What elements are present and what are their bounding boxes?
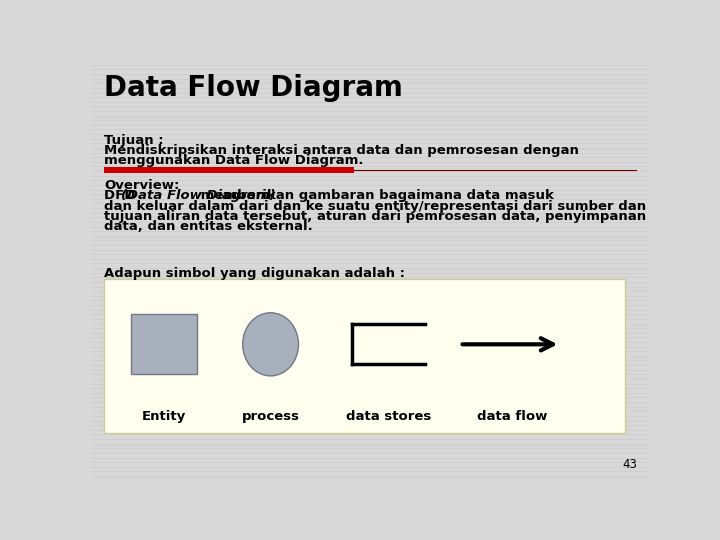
Bar	[104, 167, 354, 173]
Text: Data Flow Diagram: Data Flow Diagram	[104, 74, 402, 102]
Text: tujuan aliran data tersebut, aturan dari pemrosesan data, penyimpanan: tujuan aliran data tersebut, aturan dari…	[104, 210, 646, 223]
Text: Entity: Entity	[142, 410, 186, 423]
Text: data flow: data flow	[477, 410, 548, 423]
Text: (Data Flow Diagram): (Data Flow Diagram)	[121, 189, 276, 202]
Text: DFD: DFD	[104, 189, 140, 202]
Text: Adapun simbol yang digunakan adalah :: Adapun simbol yang digunakan adalah :	[104, 267, 405, 280]
Text: memberikan gambaran bagaimana data masuk: memberikan gambaran bagaimana data masuk	[196, 189, 554, 202]
Bar	[131, 314, 197, 374]
Text: process: process	[242, 410, 300, 423]
Text: data stores: data stores	[346, 410, 431, 423]
Text: 43: 43	[622, 458, 637, 471]
Text: Tujuan :: Tujuan :	[104, 134, 163, 147]
Text: Mendiskripsikan interaksi antara data dan pemrosesan dengan: Mendiskripsikan interaksi antara data da…	[104, 144, 579, 157]
Text: Overview:: Overview:	[104, 179, 179, 192]
Text: data, dan entitas eksternal.: data, dan entitas eksternal.	[104, 220, 312, 233]
Text: dan keluar dalam dari dan ke suatu entity/representasi dari sumber dan: dan keluar dalam dari dan ke suatu entit…	[104, 200, 646, 213]
Ellipse shape	[243, 313, 299, 376]
Bar	[104, 279, 625, 433]
Text: menggunakan Data Flow Diagram.: menggunakan Data Flow Diagram.	[104, 154, 364, 167]
